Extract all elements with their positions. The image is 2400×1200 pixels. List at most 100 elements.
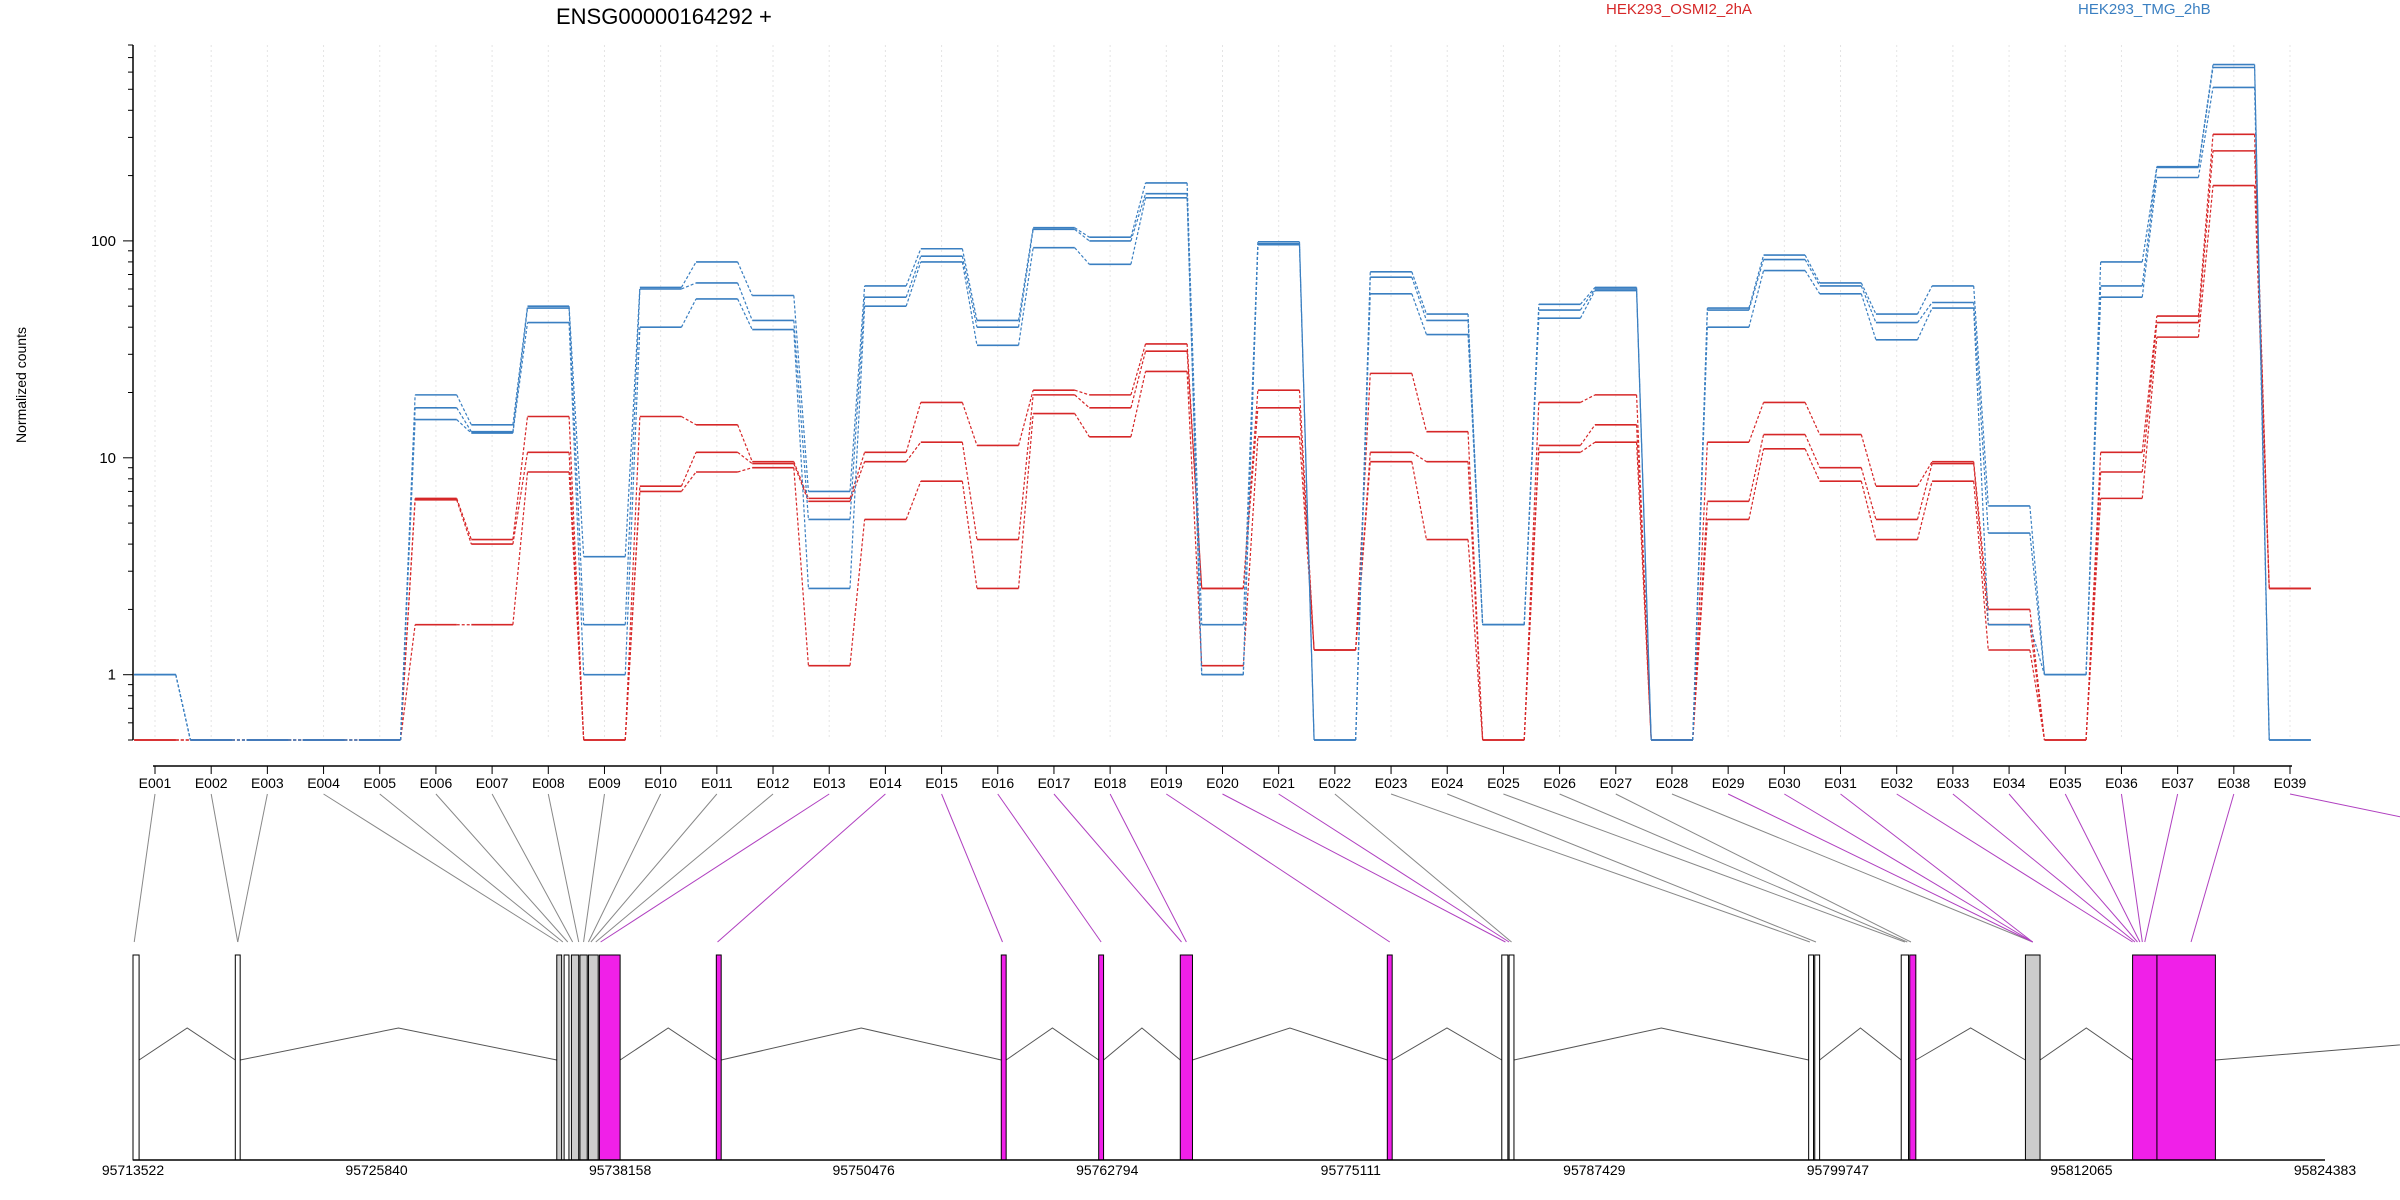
series-connector: [1355, 293, 1371, 741]
intron-line: [1915, 1027, 2026, 1061]
series-connector: [1860, 282, 1877, 315]
series-connector: [1130, 343, 1147, 396]
exon-connector: [1784, 793, 2033, 943]
series-connector: [1017, 227, 1034, 321]
series-connector: [1355, 461, 1371, 651]
series-connector: [1523, 318, 1540, 625]
exon-label: E031: [1824, 775, 1857, 791]
exon-connector: [1053, 793, 1182, 943]
exon-connector: [2190, 793, 2235, 943]
exon-block: [132, 954, 140, 1161]
series-connector: [2141, 337, 2158, 499]
exon-label: E009: [588, 775, 621, 791]
series-connector: [456, 499, 472, 545]
exon-label: E017: [1038, 775, 1071, 791]
series-connector: [2085, 297, 2102, 675]
exon-label: E012: [757, 775, 790, 791]
coordinate-label: 95799747: [1807, 1162, 1870, 1178]
exon-label: E005: [363, 775, 396, 791]
exon-connector: [587, 793, 662, 943]
series-connector: [456, 394, 472, 426]
series-connector: [1916, 481, 1933, 540]
series-connector: [2029, 505, 2046, 675]
exon-label: E014: [869, 775, 902, 791]
series-connector: [680, 298, 697, 328]
exon-label: E008: [532, 775, 565, 791]
exon-block: [1814, 954, 1821, 1161]
exon-block: [1808, 954, 1815, 1161]
exon-label: E038: [2217, 775, 2250, 791]
intron-line: [721, 1027, 1002, 1061]
series-connector: [624, 327, 641, 675]
series-connector: [1580, 394, 1596, 403]
series-connector: [1748, 402, 1765, 443]
series-connector: [1467, 334, 1484, 625]
exon-block: [1179, 954, 1193, 1161]
series-connector: [2197, 67, 2214, 168]
intron-line: [2215, 1044, 2400, 1061]
legend-entry-tmg: HEK293_TMG_2hB: [2078, 1, 2211, 18]
exon-label: E016: [981, 775, 1014, 791]
series-connector: [1074, 228, 1090, 242]
exon-block: [579, 954, 588, 1161]
series-connector: [680, 452, 697, 487]
exon-connector: [1109, 793, 1187, 943]
series-connector: [1017, 247, 1034, 346]
exon-label: E037: [2161, 775, 2194, 791]
series-connector: [905, 402, 922, 453]
exon-connector: [590, 793, 718, 943]
vertical-grid: [154, 45, 2291, 740]
exon-block: [563, 954, 570, 1161]
series-connector: [1355, 452, 1371, 651]
exon-label: E028: [1656, 775, 1689, 791]
series-connector: [1186, 182, 1203, 625]
y-axis-ticks: 1 10 100: [91, 44, 133, 741]
exon-label: E018: [1094, 775, 1127, 791]
series-connector: [1860, 481, 1877, 540]
series-connector: [737, 424, 753, 462]
series-connector: [2197, 150, 2214, 323]
series-connector: [2085, 498, 2102, 741]
exon-label: E024: [1431, 775, 1464, 791]
series-connector: [2085, 452, 2102, 741]
exon-connector: [595, 793, 774, 943]
series-connector: [1017, 229, 1034, 328]
series-connector: [624, 416, 641, 741]
series-connector: [1804, 254, 1821, 284]
series-connector: [568, 416, 585, 741]
series-connector: [1411, 451, 1427, 463]
exon-block: [2156, 954, 2216, 1161]
exon-block: [570, 954, 580, 1161]
series-connector: [680, 471, 697, 492]
series-connector: [961, 248, 978, 321]
series-connector: [737, 282, 753, 321]
series-connector: [1074, 413, 1090, 438]
series-connector: [905, 255, 922, 298]
exon-label: E002: [195, 775, 228, 791]
series-connector: [1411, 373, 1428, 432]
exon-connector: [1559, 793, 1908, 943]
exon-block: [1000, 954, 1007, 1161]
series-connector: [1074, 394, 1090, 409]
coordinate-label: 95787429: [1563, 1162, 1626, 1178]
exon-label: E032: [1880, 775, 1913, 791]
series-connector: [793, 467, 810, 666]
exon-block: [1900, 954, 1910, 1161]
series-connector: [1411, 271, 1428, 315]
exon-connector: [1166, 793, 1391, 943]
series-connector: [2197, 185, 2214, 338]
exon-label: E029: [1712, 775, 1745, 791]
exon-connector: [323, 793, 559, 943]
exon-connector: [1278, 793, 1510, 943]
series-connector: [849, 285, 866, 492]
series-connector: [961, 481, 978, 589]
series-connector: [1467, 461, 1484, 741]
series-connector: [2141, 166, 2158, 262]
series-connector: [1635, 288, 1652, 741]
series-connector: [512, 416, 529, 540]
exon-connector: [2064, 793, 2141, 943]
exon-label: E006: [420, 775, 453, 791]
series-connector: [737, 261, 753, 296]
series-connector: [1580, 441, 1596, 453]
